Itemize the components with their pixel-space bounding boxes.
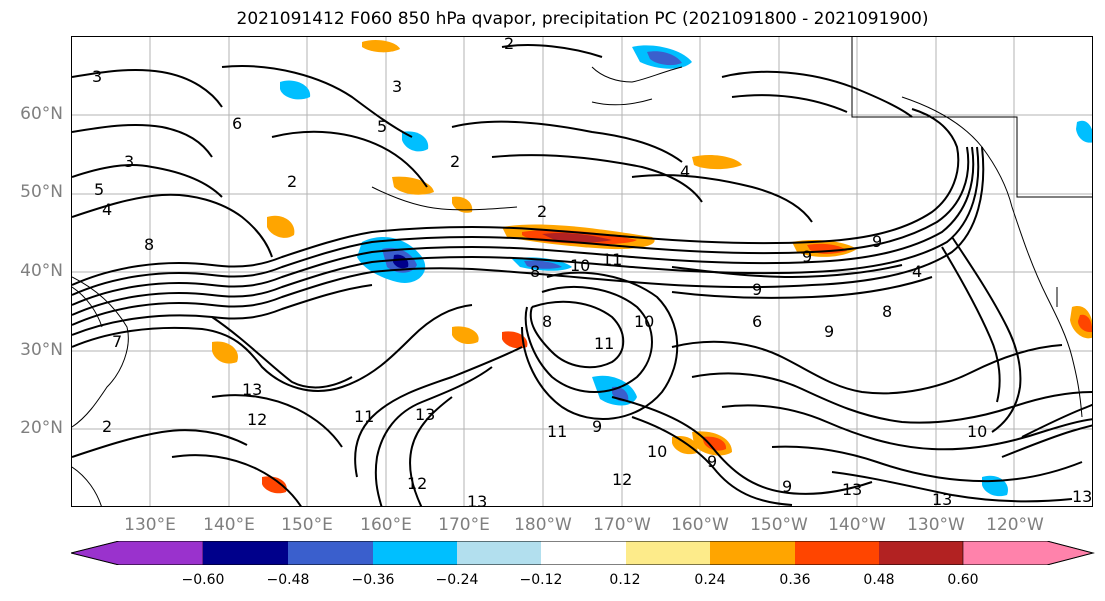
coastlines bbox=[72, 37, 1092, 506]
contour-label: 8 bbox=[530, 262, 540, 281]
contour-label: 11 bbox=[547, 422, 567, 441]
contour-label: 10 bbox=[967, 422, 987, 441]
contour-label: 13 bbox=[1072, 487, 1092, 506]
colorbar-segment-1 bbox=[203, 541, 288, 565]
contour-label: 4 bbox=[912, 262, 922, 281]
contour-label: 4 bbox=[102, 200, 112, 219]
colorbar-segment-6 bbox=[626, 541, 710, 565]
colorbar-segment-5 bbox=[541, 541, 626, 565]
contour-label: 10 bbox=[570, 256, 590, 275]
contour-label: 5 bbox=[377, 117, 387, 136]
colorbar-segment-10 bbox=[962, 541, 1095, 565]
colorbar-segment-7 bbox=[710, 541, 795, 565]
contour-label: 4 bbox=[680, 162, 690, 181]
colorbar-tick: −0.60 bbox=[181, 572, 225, 588]
contour-label: 6 bbox=[232, 114, 242, 133]
colorbar-tick: 0.48 bbox=[863, 572, 895, 588]
lat-label-60n: 60°N bbox=[20, 104, 63, 124]
contour-label: 6 bbox=[752, 312, 762, 331]
qvapor-contours bbox=[72, 44, 1092, 506]
lon-label-150w: 150°W bbox=[750, 515, 808, 535]
lon-label-170w: 170°W bbox=[593, 515, 651, 535]
lon-label-120w: 120°W bbox=[986, 515, 1044, 535]
lat-label-20n: 20°N bbox=[20, 418, 63, 438]
contour-label: 3 bbox=[124, 152, 134, 171]
contour-label: 7 bbox=[112, 332, 122, 351]
colorbar-tick: 0.24 bbox=[694, 572, 726, 588]
contour-label: 2 bbox=[537, 202, 547, 221]
colorbar-tick: 0.36 bbox=[779, 572, 811, 588]
precip-patches bbox=[212, 39, 1092, 497]
contour-label: 10 bbox=[647, 442, 667, 461]
colorbar-tick: −0.48 bbox=[266, 572, 310, 588]
contour-label: 9 bbox=[592, 417, 602, 436]
contour-label: 13 bbox=[415, 405, 435, 424]
lat-label-30n: 30°N bbox=[20, 340, 63, 360]
contour-label: 12 bbox=[247, 410, 267, 429]
contour-label: 9 bbox=[824, 322, 834, 341]
colorbar-segment-3 bbox=[373, 541, 457, 565]
lon-label-140e: 140°E bbox=[203, 515, 255, 535]
lon-label-130w: 130°W bbox=[907, 515, 965, 535]
contour-label: 11 bbox=[594, 334, 614, 353]
colorbar-segment-0 bbox=[71, 541, 204, 565]
contour-label: 9 bbox=[802, 247, 812, 266]
contour-label: 10 bbox=[634, 312, 654, 331]
contour-label: 12 bbox=[612, 470, 632, 489]
contour-label: 13 bbox=[467, 492, 487, 507]
colorbar-segment-8 bbox=[795, 541, 879, 565]
contour-label: 8 bbox=[882, 302, 892, 321]
contour-label: 11 bbox=[354, 407, 374, 426]
colorbar-tick: −0.12 bbox=[519, 572, 563, 588]
colorbar-tick: 0.60 bbox=[947, 572, 979, 588]
lon-label-150e: 150°E bbox=[281, 515, 333, 535]
lon-label-140w: 140°W bbox=[828, 515, 886, 535]
contour-label: 3 bbox=[392, 77, 402, 96]
colorbar-segment-9 bbox=[879, 541, 963, 565]
contour-label: 8 bbox=[144, 235, 154, 254]
contour-label: 13 bbox=[242, 380, 262, 399]
contour-label: 2 bbox=[102, 417, 112, 436]
contour-label: 13 bbox=[842, 480, 862, 499]
colorbar-tick: −0.24 bbox=[435, 572, 479, 588]
map-panel: 2 3 3 3 5 5 4 2 2 4 2 8 8 10 11 9 9 9 9 … bbox=[71, 36, 1093, 507]
colorbar-segment-4 bbox=[457, 541, 541, 565]
contour-label: 3 bbox=[92, 67, 102, 86]
lat-label-40n: 40°N bbox=[20, 261, 63, 281]
contour-label: 9 bbox=[752, 280, 762, 299]
contour-label: 11 bbox=[602, 250, 622, 269]
contour-label: 2 bbox=[504, 37, 514, 53]
map-title: 2021091412 F060 850 hPa qvapor, precipit… bbox=[236, 9, 929, 29]
colorbar-tick: −0.36 bbox=[351, 572, 395, 588]
contour-labels: 2 3 3 3 5 5 4 2 2 4 2 8 8 10 11 9 9 9 9 … bbox=[92, 37, 1092, 507]
lon-label-170e: 170°E bbox=[438, 515, 490, 535]
contour-label: 9 bbox=[782, 477, 792, 496]
lat-label-50n: 50°N bbox=[20, 182, 63, 202]
contour-label: 13 bbox=[932, 490, 952, 507]
colorbar-segment-2 bbox=[288, 541, 373, 565]
contour-label: 5 bbox=[94, 180, 104, 199]
contour-label: 2 bbox=[287, 172, 297, 191]
lon-label-160w: 160°W bbox=[671, 515, 729, 535]
contour-label: 8 bbox=[542, 312, 552, 331]
contour-label: 12 bbox=[407, 474, 427, 493]
contour-label: 9 bbox=[872, 232, 882, 251]
lon-label-180w: 180°W bbox=[514, 515, 572, 535]
contour-label: 2 bbox=[450, 152, 460, 171]
lon-label-130e: 130°E bbox=[124, 515, 176, 535]
lon-label-160e: 160°E bbox=[360, 515, 412, 535]
colorbar-tick: 0.12 bbox=[609, 572, 641, 588]
map-canvas: 2 3 3 3 5 5 4 2 2 4 2 8 8 10 11 9 9 9 9 … bbox=[72, 37, 1092, 507]
colorbar bbox=[71, 541, 1095, 565]
contour-label: 9 bbox=[707, 452, 717, 471]
